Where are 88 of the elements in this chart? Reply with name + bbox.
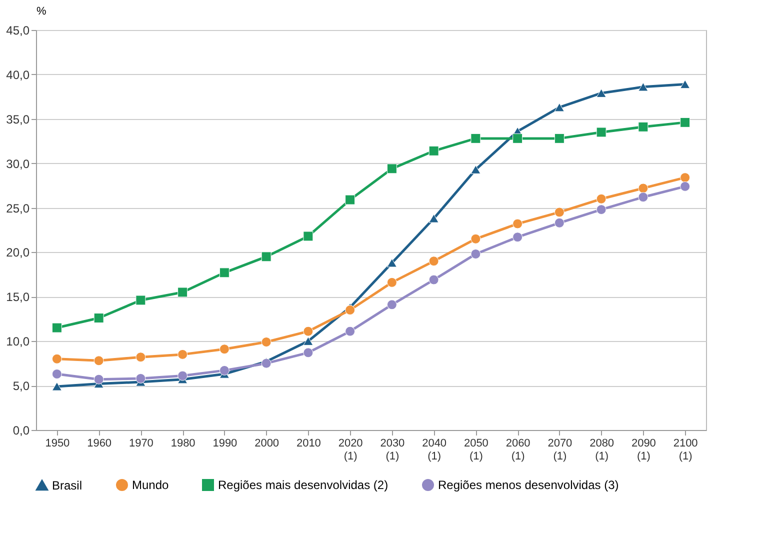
point	[554, 207, 564, 218]
point	[386, 277, 397, 288]
point	[470, 234, 481, 244]
point	[512, 218, 523, 229]
point	[680, 117, 690, 128]
point	[178, 349, 188, 360]
point	[94, 374, 104, 384]
point	[261, 252, 272, 262]
point	[680, 172, 690, 183]
x-tick-label: 1990	[212, 438, 238, 450]
point	[345, 305, 356, 315]
point	[680, 80, 690, 89]
point	[554, 218, 564, 228]
point	[94, 356, 104, 366]
x-tick-label: 2080 (1)	[590, 438, 614, 462]
y-tick-label: 15,0	[6, 290, 30, 304]
point	[94, 313, 104, 323]
point	[512, 133, 523, 144]
point	[596, 204, 606, 215]
point	[428, 146, 439, 156]
x-tick-label: 2030 (1)	[380, 438, 405, 462]
point	[470, 249, 481, 259]
y-tick-label: 40,0	[6, 68, 30, 82]
x-tick-label: 2100 (1)	[673, 438, 698, 462]
point	[219, 365, 230, 376]
y-tick-label: 5,0	[12, 379, 30, 394]
point	[638, 183, 648, 194]
point	[680, 181, 690, 192]
x-tick-label: 1950	[45, 438, 70, 450]
point	[219, 268, 230, 278]
point	[261, 358, 272, 368]
point	[554, 133, 564, 144]
y-tick-label: 10,0	[6, 334, 30, 349]
y-tick-label: 20,0	[6, 246, 30, 260]
point	[219, 344, 230, 354]
point	[52, 322, 62, 333]
point	[261, 337, 272, 347]
x-tick-label: 2060 (1)	[506, 438, 530, 462]
y-tick-label: 25,0	[6, 201, 30, 216]
point	[303, 326, 314, 336]
legend-label: Mundo	[132, 478, 170, 492]
point	[470, 133, 481, 144]
point	[136, 352, 146, 362]
point	[178, 287, 188, 298]
legend-label: Regiões menos desenvolvidas (3)	[438, 478, 619, 492]
point	[596, 127, 606, 138]
point	[596, 88, 606, 98]
point	[136, 373, 146, 384]
y-tick-label: 0,0	[12, 424, 30, 438]
legend-label: Brasil	[52, 478, 82, 492]
point	[303, 348, 314, 358]
point	[345, 326, 356, 336]
point	[303, 231, 314, 242]
point	[52, 382, 62, 391]
point	[638, 192, 648, 202]
x-tick-label: 2020 (1)	[338, 438, 363, 462]
y-tick-label: 45,0	[6, 24, 30, 38]
point	[303, 336, 314, 346]
y-axis-title: %	[36, 6, 46, 18]
point	[136, 295, 146, 306]
point	[554, 102, 564, 112]
x-tick-label: 1960	[87, 438, 112, 450]
point	[596, 194, 606, 204]
point	[428, 214, 439, 223]
x-tick-label: 1980	[170, 438, 196, 450]
x-tick-label: 2070 (1)	[548, 438, 572, 462]
point	[638, 122, 648, 132]
y-tick-label: 35,0	[6, 112, 30, 126]
point	[52, 354, 62, 364]
x-tick-label: 2000	[254, 438, 280, 450]
x-tick-label: 2090 (1)	[631, 438, 656, 462]
point	[386, 164, 397, 174]
y-tick-label: 30,0	[6, 156, 30, 171]
x-tick-label: 1970	[128, 438, 154, 450]
point	[386, 258, 397, 268]
point	[52, 369, 62, 379]
x-tick-label: 2010	[296, 438, 321, 450]
x-tick-label: 2050 (1)	[464, 438, 488, 462]
point	[428, 274, 439, 285]
point	[638, 82, 648, 92]
x-tick-label: 2040 (1)	[422, 438, 447, 462]
point	[345, 194, 356, 205]
point	[428, 256, 439, 266]
point	[386, 300, 397, 310]
point	[512, 232, 523, 242]
point	[470, 165, 481, 174]
point	[178, 370, 188, 381]
legend-label: Regiões mais desenvolvidas (2)	[218, 478, 388, 492]
